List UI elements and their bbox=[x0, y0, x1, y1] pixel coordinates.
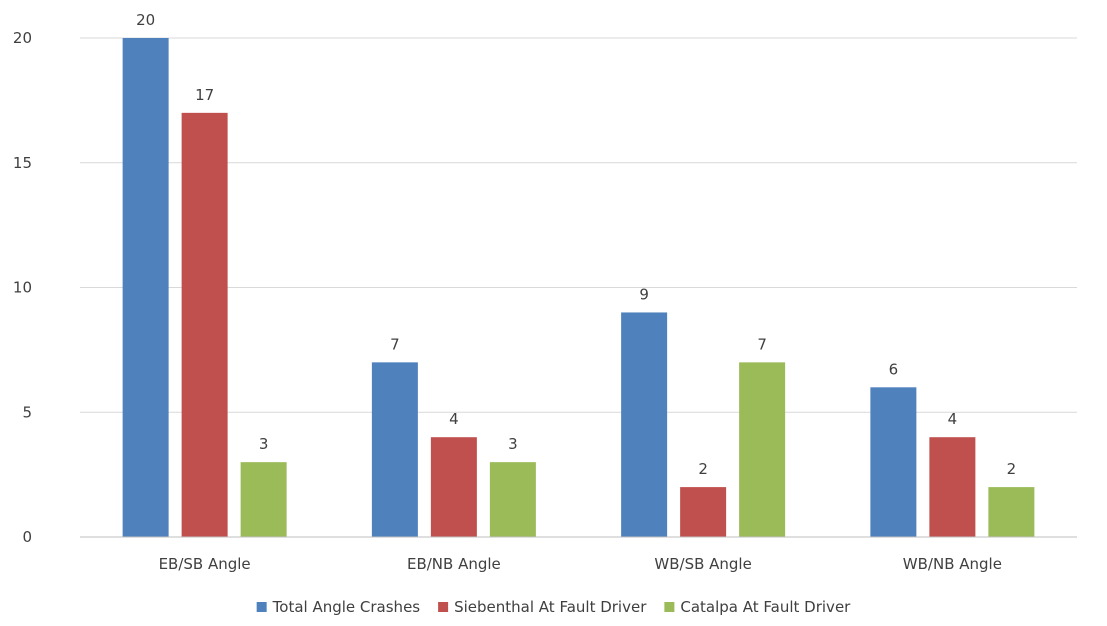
bar bbox=[240, 462, 287, 537]
gridlines bbox=[80, 37, 1077, 413]
bar bbox=[988, 487, 1035, 537]
data-label: 2 bbox=[1007, 460, 1017, 478]
data-label: 17 bbox=[195, 86, 214, 104]
bar bbox=[371, 362, 418, 537]
bar bbox=[122, 38, 169, 537]
x-tick-label: WB/SB Angle bbox=[654, 555, 751, 573]
bar bbox=[430, 437, 477, 537]
legend-item: Siebenthal At Fault Driver bbox=[438, 598, 647, 616]
y-tick-label: 10 bbox=[13, 279, 32, 297]
x-tick-label: EB/SB Angle bbox=[159, 555, 251, 573]
legend: Total Angle Crashes Siebenthal At Fault D… bbox=[256, 598, 851, 616]
x-axis-category-labels: EB/SB Angle EB/NB Angle WB/SB Angle WB/NB A… bbox=[159, 555, 1002, 573]
data-label: 3 bbox=[259, 435, 269, 453]
legend-label: Catalpa At Fault Driver bbox=[680, 598, 851, 616]
legend-swatch bbox=[664, 602, 675, 612]
bar bbox=[680, 487, 727, 537]
data-label: 6 bbox=[889, 360, 899, 378]
x-tick-label: EB/NB Angle bbox=[407, 555, 501, 573]
y-axis-tick-labels: 0 5 10 15 20 bbox=[13, 29, 32, 546]
data-label: 7 bbox=[757, 335, 767, 353]
x-tick-label: WB/NB Angle bbox=[903, 555, 1002, 573]
y-tick-label: 0 bbox=[22, 528, 32, 546]
data-label: 7 bbox=[390, 335, 400, 353]
bar bbox=[870, 387, 917, 537]
data-label: 20 bbox=[136, 11, 155, 29]
legend-swatch bbox=[438, 602, 449, 612]
bars bbox=[122, 38, 1035, 537]
legend-item: Total Angle Crashes bbox=[256, 598, 421, 616]
data-label: 4 bbox=[449, 410, 459, 428]
legend-label: Siebenthal At Fault Driver bbox=[454, 598, 647, 616]
bar bbox=[489, 462, 536, 537]
bar bbox=[739, 362, 786, 537]
data-label: 9 bbox=[639, 285, 649, 303]
y-tick-label: 5 bbox=[22, 403, 32, 421]
bar bbox=[181, 112, 228, 537]
legend-swatch bbox=[256, 602, 267, 612]
legend-item: Catalpa At Fault Driver bbox=[664, 598, 851, 616]
legend-label: Total Angle Crashes bbox=[272, 598, 421, 616]
bar bbox=[621, 312, 668, 537]
data-labels: 20 17 3 7 4 3 9 2 7 6 4 2 bbox=[136, 11, 1016, 478]
y-tick-label: 15 bbox=[13, 154, 32, 172]
data-label: 4 bbox=[948, 410, 958, 428]
bar bbox=[929, 437, 976, 537]
data-label: 2 bbox=[698, 460, 708, 478]
y-tick-label: 20 bbox=[13, 29, 32, 47]
data-label: 3 bbox=[508, 435, 518, 453]
